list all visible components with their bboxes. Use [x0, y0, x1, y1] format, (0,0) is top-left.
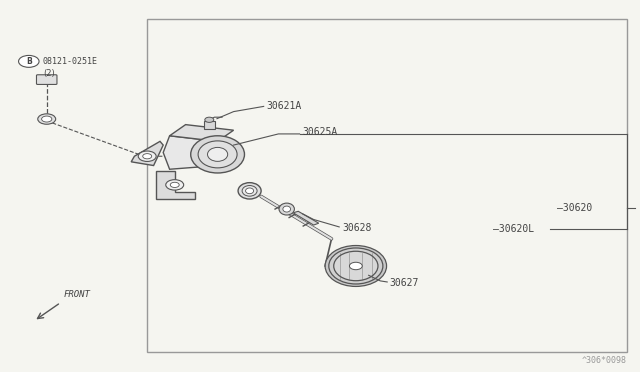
- Text: B: B: [26, 57, 31, 66]
- Text: 30628: 30628: [342, 223, 372, 233]
- Ellipse shape: [238, 183, 261, 199]
- Polygon shape: [293, 211, 319, 225]
- Circle shape: [349, 262, 362, 270]
- Ellipse shape: [246, 188, 253, 194]
- Polygon shape: [163, 136, 218, 169]
- Ellipse shape: [198, 141, 237, 168]
- Circle shape: [205, 117, 214, 122]
- Ellipse shape: [283, 206, 291, 212]
- Text: 08121-0251E: 08121-0251E: [43, 57, 98, 66]
- Text: FRONT: FRONT: [63, 291, 90, 299]
- Ellipse shape: [279, 203, 294, 215]
- Ellipse shape: [207, 147, 228, 161]
- Bar: [204, 121, 215, 129]
- Text: ^306*0098: ^306*0098: [582, 356, 627, 365]
- Text: —30620: —30620: [557, 203, 592, 213]
- Polygon shape: [170, 125, 234, 141]
- Circle shape: [170, 182, 179, 187]
- Text: (2): (2): [43, 69, 54, 78]
- Text: 30621A: 30621A: [266, 102, 301, 111]
- Circle shape: [138, 151, 156, 161]
- Ellipse shape: [325, 246, 387, 286]
- Ellipse shape: [191, 136, 244, 173]
- Ellipse shape: [333, 251, 378, 281]
- Polygon shape: [156, 171, 195, 199]
- Text: 30625A: 30625A: [302, 127, 337, 137]
- Circle shape: [42, 116, 52, 122]
- Text: —30620L: —30620L: [493, 224, 534, 234]
- Ellipse shape: [329, 248, 383, 284]
- Polygon shape: [131, 141, 163, 166]
- Bar: [147, 19, 627, 352]
- Ellipse shape: [242, 186, 257, 196]
- FancyBboxPatch shape: [36, 75, 57, 84]
- Circle shape: [143, 154, 152, 159]
- Circle shape: [38, 114, 56, 124]
- Circle shape: [166, 180, 184, 190]
- Text: 30627: 30627: [389, 278, 419, 288]
- Circle shape: [19, 55, 39, 67]
